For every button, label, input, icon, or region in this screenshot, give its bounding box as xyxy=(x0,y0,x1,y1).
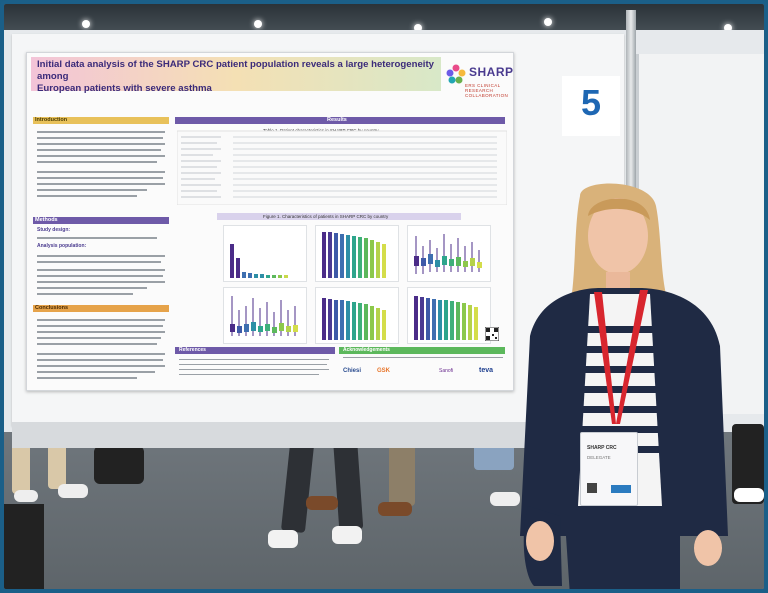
methods-analysis-population: Analysis population: xyxy=(37,243,87,249)
intro-heading-bar xyxy=(33,117,169,124)
figure-heading-bar xyxy=(217,213,461,220)
ceiling-light xyxy=(414,24,422,32)
sharp-flower-icon xyxy=(446,64,466,84)
methods-text xyxy=(37,237,157,239)
intro-heading: Introduction xyxy=(35,117,68,123)
qr-code-icon xyxy=(485,327,499,341)
poster-title-line2: European patients with severe asthma xyxy=(37,83,212,94)
figure-panel-a xyxy=(223,225,307,282)
sharp-logo: SHARP ERS CLINICAL RESEARCH COLLABORATIO… xyxy=(445,59,513,98)
sharp-logo-word: SHARP xyxy=(469,65,514,79)
poster-title-band xyxy=(31,57,441,91)
references-heading-bar xyxy=(175,347,335,354)
foreground-bag xyxy=(4,504,44,589)
results-heading: Results xyxy=(327,117,347,123)
badge-qr-icon xyxy=(587,483,597,493)
sponsor-gsk: GSK xyxy=(377,368,391,374)
results-heading-bar xyxy=(175,117,505,124)
figure-panel-d xyxy=(223,287,307,344)
figure-panel-c xyxy=(407,225,491,282)
results-table xyxy=(176,125,508,206)
references-heading: References xyxy=(179,347,206,353)
booth-number: 5 xyxy=(580,82,602,123)
sponsor-teva: teva xyxy=(479,367,494,374)
methods-study-design: Study design: xyxy=(37,227,71,233)
sponsor-sanofi: Sanofi xyxy=(439,368,454,374)
figure-panel-f xyxy=(407,287,491,344)
methods-heading: Methods xyxy=(35,217,58,223)
figure-panel-e xyxy=(315,287,399,344)
ceiling-light xyxy=(82,20,90,28)
figure-title: Figure 1. Characteristics of patients in… xyxy=(263,214,389,219)
conference-badge: SHARP CRC DELEGATE xyxy=(580,432,638,506)
research-poster: Initial data analysis of the SHARP CRC p… xyxy=(26,52,514,391)
poster-title: Initial data analysis of the SHARP CRC p… xyxy=(37,59,437,95)
backpack xyxy=(94,446,144,484)
ceiling-light xyxy=(544,18,552,26)
poster-title-line1: Initial data analysis of the SHARP CRC p… xyxy=(37,59,434,82)
results-table-grid xyxy=(176,130,508,206)
figure-panel-b xyxy=(315,225,399,282)
sponsor-chiesi: Chiesi xyxy=(343,368,362,374)
badge-line1: SHARP CRC xyxy=(587,445,617,451)
acknowledgements-heading-bar xyxy=(339,347,505,354)
sharp-logo-subtitle: ERS CLINICAL RESEARCH COLLABORATION xyxy=(465,83,509,98)
badge-tag xyxy=(611,485,631,493)
presenter-figure xyxy=(520,183,728,589)
booth-number-card: 5 xyxy=(562,76,620,136)
ceiling-light xyxy=(724,24,732,32)
conclusions-heading-bar xyxy=(33,305,169,312)
badge-line2: DELEGATE xyxy=(587,455,611,460)
acknowledgements-heading: Acknowledgements xyxy=(343,347,390,353)
ceiling-light xyxy=(254,20,262,28)
methods-heading-bar xyxy=(33,217,169,224)
conclusions-heading: Conclusions xyxy=(35,305,69,311)
board-base xyxy=(12,422,622,448)
